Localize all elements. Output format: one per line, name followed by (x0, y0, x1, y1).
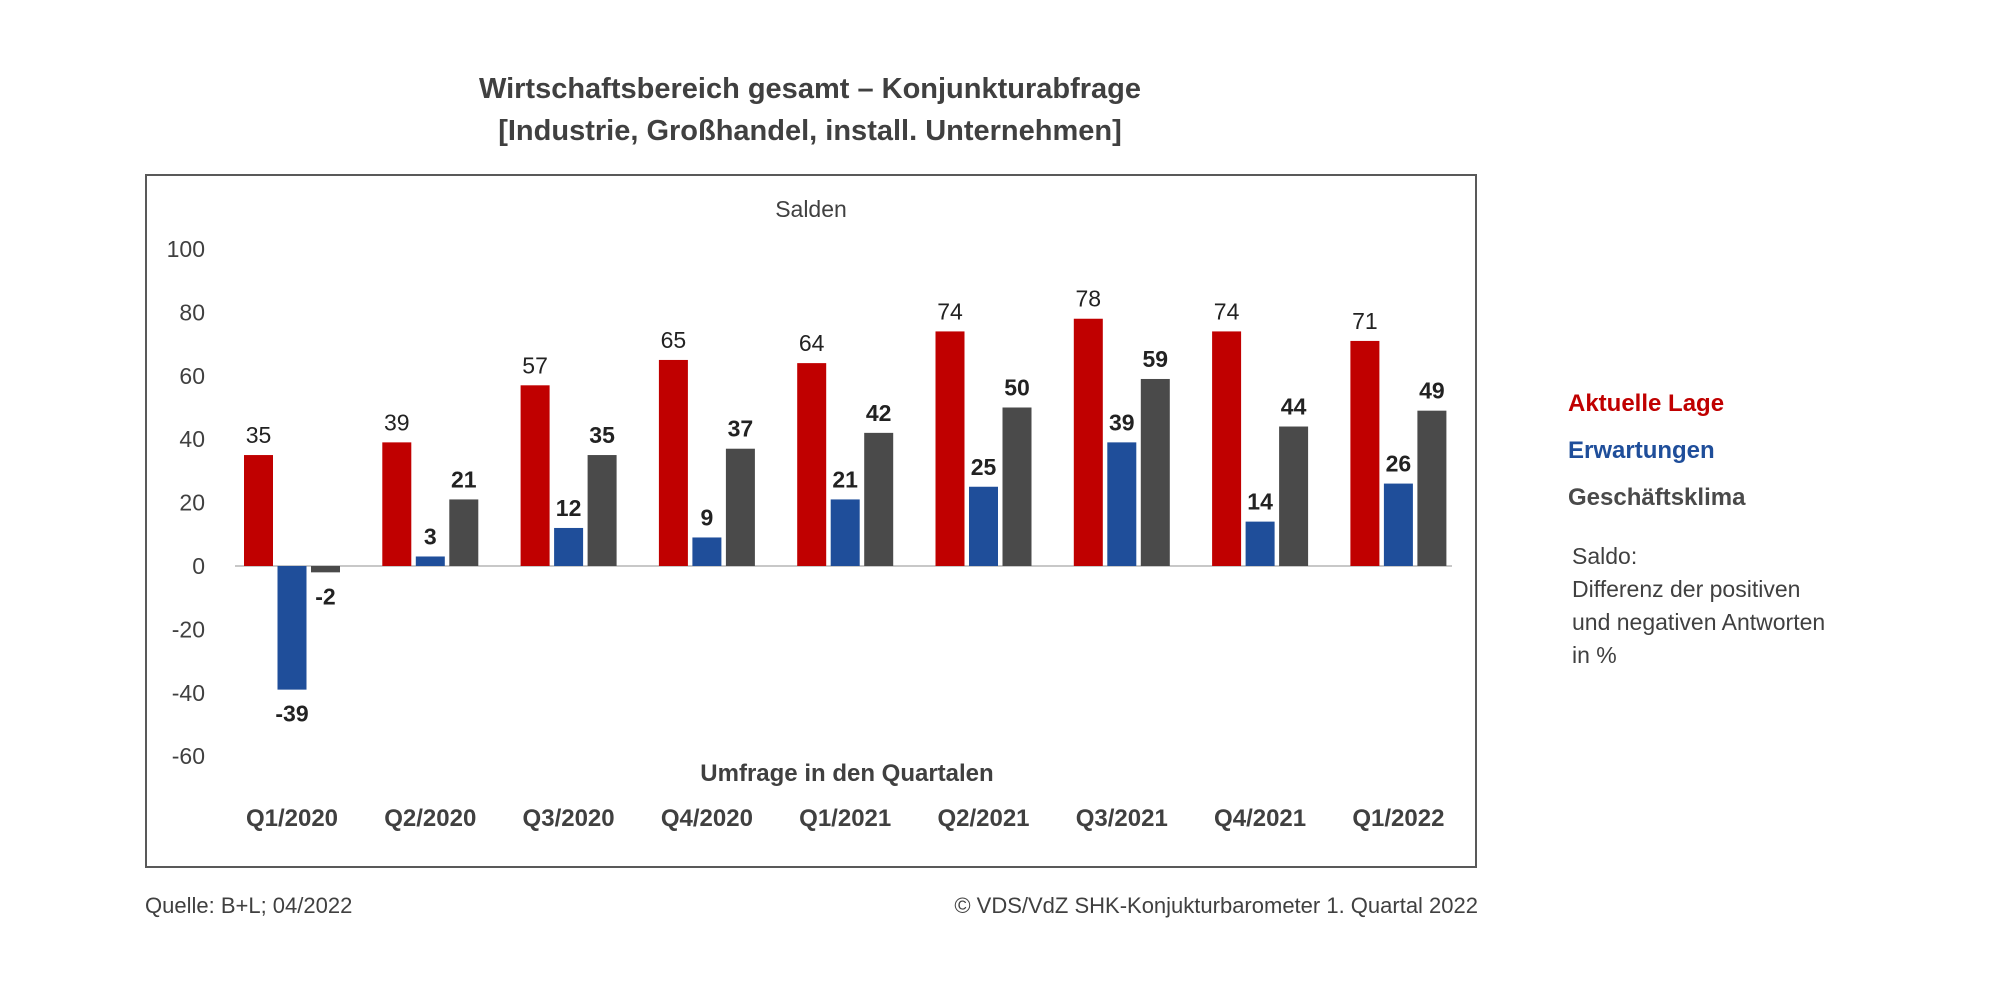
chart-subtitle: Salden (775, 196, 847, 222)
legend: Aktuelle Lage Erwartungen Geschäftsklima (1568, 380, 1745, 521)
legend-item: Erwartungen (1568, 437, 1715, 464)
y-tick-label: 100 (167, 236, 205, 262)
bar-chart: Salden 100 80 60 40 20 0 -20 -40 -60 35 -39 -2 Q1/202… (167, 196, 1452, 832)
data-label: 71 (1352, 308, 1378, 334)
x-tick-label: Q1/2022 (1352, 805, 1444, 832)
bar-erwartungen (415, 556, 445, 566)
data-label: 3 (424, 523, 437, 549)
saldo-note-line: und negativen Antworten (1572, 609, 1826, 635)
bar-aktuelle-lage (935, 331, 965, 566)
data-label: 49 (1419, 378, 1445, 404)
y-tick-label: -20 (172, 616, 205, 642)
bar-geschäftsklima (1279, 426, 1309, 566)
bar-aktuelle-lage (520, 385, 550, 566)
saldo-note-line: in % (1572, 642, 1617, 668)
data-label: 74 (1214, 298, 1240, 324)
x-tick-label: Q4/2020 (661, 805, 753, 832)
data-label: 35 (589, 422, 615, 448)
data-label: 37 (728, 416, 754, 442)
data-label: 57 (522, 352, 548, 378)
data-label: 39 (1109, 409, 1135, 435)
bar-aktuelle-lage (244, 455, 273, 566)
x-tick-label: Q4/2021 (1214, 805, 1306, 832)
chart-frame: Salden 100 80 60 40 20 0 -20 -40 -60 35 -39 -2 Q1/202… (145, 174, 1477, 868)
data-label: 42 (866, 400, 892, 426)
legend-item: Aktuelle Lage (1568, 390, 1725, 417)
y-tick-label: -40 (172, 680, 205, 706)
bar-erwartungen (692, 537, 722, 566)
data-label: 65 (661, 327, 687, 353)
y-tick-label: 40 (179, 426, 205, 452)
bar-geschäftsklima (311, 566, 340, 573)
bar-geschäftsklima (1140, 378, 1170, 566)
data-label: 12 (556, 495, 582, 521)
chart-title-line-2: [Industrie, Großhandel, install. Unterne… (498, 115, 1122, 147)
bar-erwartungen (969, 486, 998, 566)
data-label: 59 (1143, 346, 1169, 372)
x-tick-label: Q2/2020 (384, 805, 476, 832)
source-text: Quelle: B+L; 04/2022 (145, 893, 353, 918)
x-tick-label: Q1/2020 (246, 805, 338, 832)
bar-erwartungen (277, 566, 307, 690)
bar-geschäftsklima (1417, 410, 1447, 566)
data-label: 44 (1281, 394, 1307, 420)
data-label: 39 (384, 409, 410, 435)
data-label: 74 (937, 298, 963, 324)
x-tick-label: Q3/2021 (1076, 805, 1168, 832)
data-label: 78 (1076, 286, 1102, 312)
x-axis-title: Umfrage in den Quartalen (700, 760, 993, 787)
x-tick-label: Q1/2021 (799, 805, 891, 832)
saldo-note-line: Saldo: (1572, 543, 1638, 569)
bar-aktuelle-lage (797, 363, 827, 566)
data-label: -39 (275, 701, 308, 727)
saldo-note: Saldo: Differenz der positiven und negat… (1572, 540, 1825, 672)
bar-erwartungen (1107, 442, 1137, 566)
data-label: 21 (832, 466, 858, 492)
bar-erwartungen (554, 527, 584, 566)
data-label: 9 (701, 504, 714, 530)
copyright-text: © VDS/VdZ SHK-Konjukturbarometer 1. Quar… (954, 893, 1478, 918)
bar-aktuelle-lage (1212, 331, 1242, 566)
chart-title: Wirtschaftsbereich gesamt – Konjunkturab… (145, 68, 1475, 152)
x-tick-label: Q3/2020 (523, 805, 615, 832)
data-label: 50 (1004, 375, 1030, 401)
y-tick-label: 0 (192, 553, 205, 579)
bar-geschäftsklima (864, 432, 894, 566)
chart-title-line-1: Wirtschaftsbereich gesamt – Konjunkturab… (478, 73, 1142, 105)
legend-item: Geschäftsklima (1568, 484, 1746, 511)
data-label: 64 (799, 330, 825, 356)
bar-erwartungen (830, 499, 860, 566)
data-label: 25 (971, 454, 997, 480)
bar-aktuelle-lage (1073, 318, 1103, 566)
bar-erwartungen (1245, 521, 1275, 566)
y-tick-label: -60 (172, 743, 205, 769)
bar-geschäftsklima (1002, 407, 1032, 566)
bar-geschäftsklima (449, 499, 479, 566)
bar-erwartungen (1383, 483, 1413, 566)
data-label: -2 (315, 583, 335, 609)
bar-geschäftsklima (587, 455, 617, 566)
x-tick-label: Q2/2021 (937, 805, 1029, 832)
data-label: 26 (1386, 451, 1412, 477)
data-label: 14 (1247, 489, 1273, 515)
data-label: 21 (451, 466, 477, 492)
bar-aktuelle-lage (658, 359, 688, 566)
bar-aktuelle-lage (1350, 340, 1380, 566)
bar-geschäftsklima (725, 448, 755, 566)
y-tick-label: 20 (179, 490, 205, 516)
y-tick-label: 80 (179, 299, 205, 325)
bar-aktuelle-lage (382, 442, 412, 566)
data-label: 35 (246, 422, 272, 448)
saldo-note-line: Differenz der positiven (1572, 576, 1801, 602)
y-tick-label: 60 (179, 363, 205, 389)
